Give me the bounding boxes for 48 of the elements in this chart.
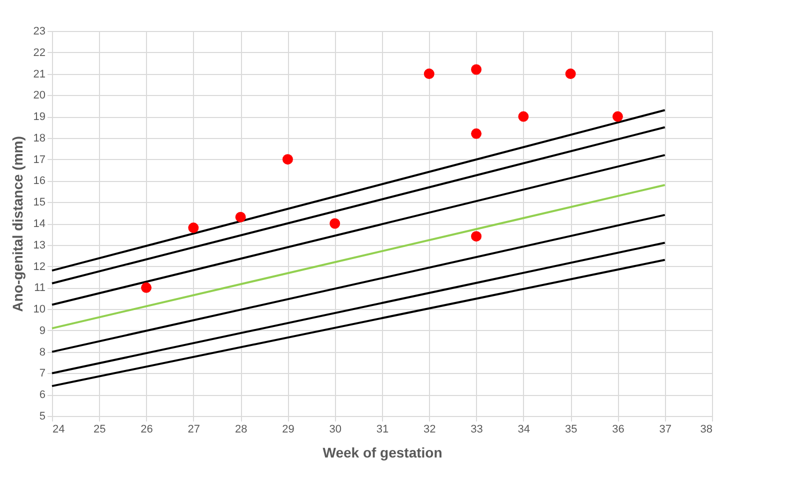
point xyxy=(471,128,482,139)
x-tick-label: 38 xyxy=(700,424,712,436)
y-tick-label: 19 xyxy=(33,111,46,124)
y-tick-label: 6 xyxy=(39,389,46,402)
point xyxy=(235,212,246,222)
y-tick-label: 22 xyxy=(33,46,46,59)
y-tick-label: 12 xyxy=(33,260,46,273)
x-tick-label: 26 xyxy=(140,424,153,436)
y-tick-label: 5 xyxy=(39,410,46,422)
y-tick-label: 21 xyxy=(33,68,46,80)
x-tick-label: 35 xyxy=(564,424,578,436)
y-tick-label: 20 xyxy=(33,90,46,102)
x-tick-label: 29 xyxy=(282,424,294,436)
x-tick-label: 32 xyxy=(424,424,436,436)
y-tick-label: 10 xyxy=(33,304,46,316)
y-tick-label: 16 xyxy=(33,175,46,188)
y-tick-label: 17 xyxy=(33,154,46,166)
x-tick-label: 30 xyxy=(329,424,342,436)
x-tick-label: 31 xyxy=(376,424,389,436)
y-tick-label: 11 xyxy=(34,282,46,294)
point xyxy=(565,68,576,80)
x-tick-label: 24 xyxy=(52,424,65,436)
x-tick-label: 34 xyxy=(518,424,530,436)
point xyxy=(188,222,199,234)
y-tick-label: 18 xyxy=(33,132,46,144)
y-tick-label: 9 xyxy=(39,324,46,337)
x-axis-title: Week of gestation xyxy=(322,444,442,460)
point xyxy=(282,154,293,165)
point xyxy=(612,111,623,122)
x-tick-label: 28 xyxy=(234,424,248,436)
y-axis-title: Ano-genital distance (mm) xyxy=(9,136,26,312)
y-tick-label: 23 xyxy=(33,26,46,38)
point xyxy=(471,64,482,75)
point xyxy=(141,282,152,293)
y-tick-label: 13 xyxy=(33,239,46,252)
x-tick-label: 37 xyxy=(659,424,672,436)
x-tick-label: 27 xyxy=(188,424,200,436)
x-tick-label: 25 xyxy=(94,424,106,436)
x-tick-label: 36 xyxy=(612,424,624,436)
point xyxy=(330,218,340,229)
y-tick-label: 8 xyxy=(39,346,46,358)
point xyxy=(471,231,482,242)
y-tick-label: 14 xyxy=(33,218,46,230)
point xyxy=(424,68,434,80)
y-tick-label: 15 xyxy=(33,196,46,209)
x-tick-label: 33 xyxy=(470,424,483,436)
y-tick-label: 7 xyxy=(39,368,46,380)
point xyxy=(518,111,529,122)
